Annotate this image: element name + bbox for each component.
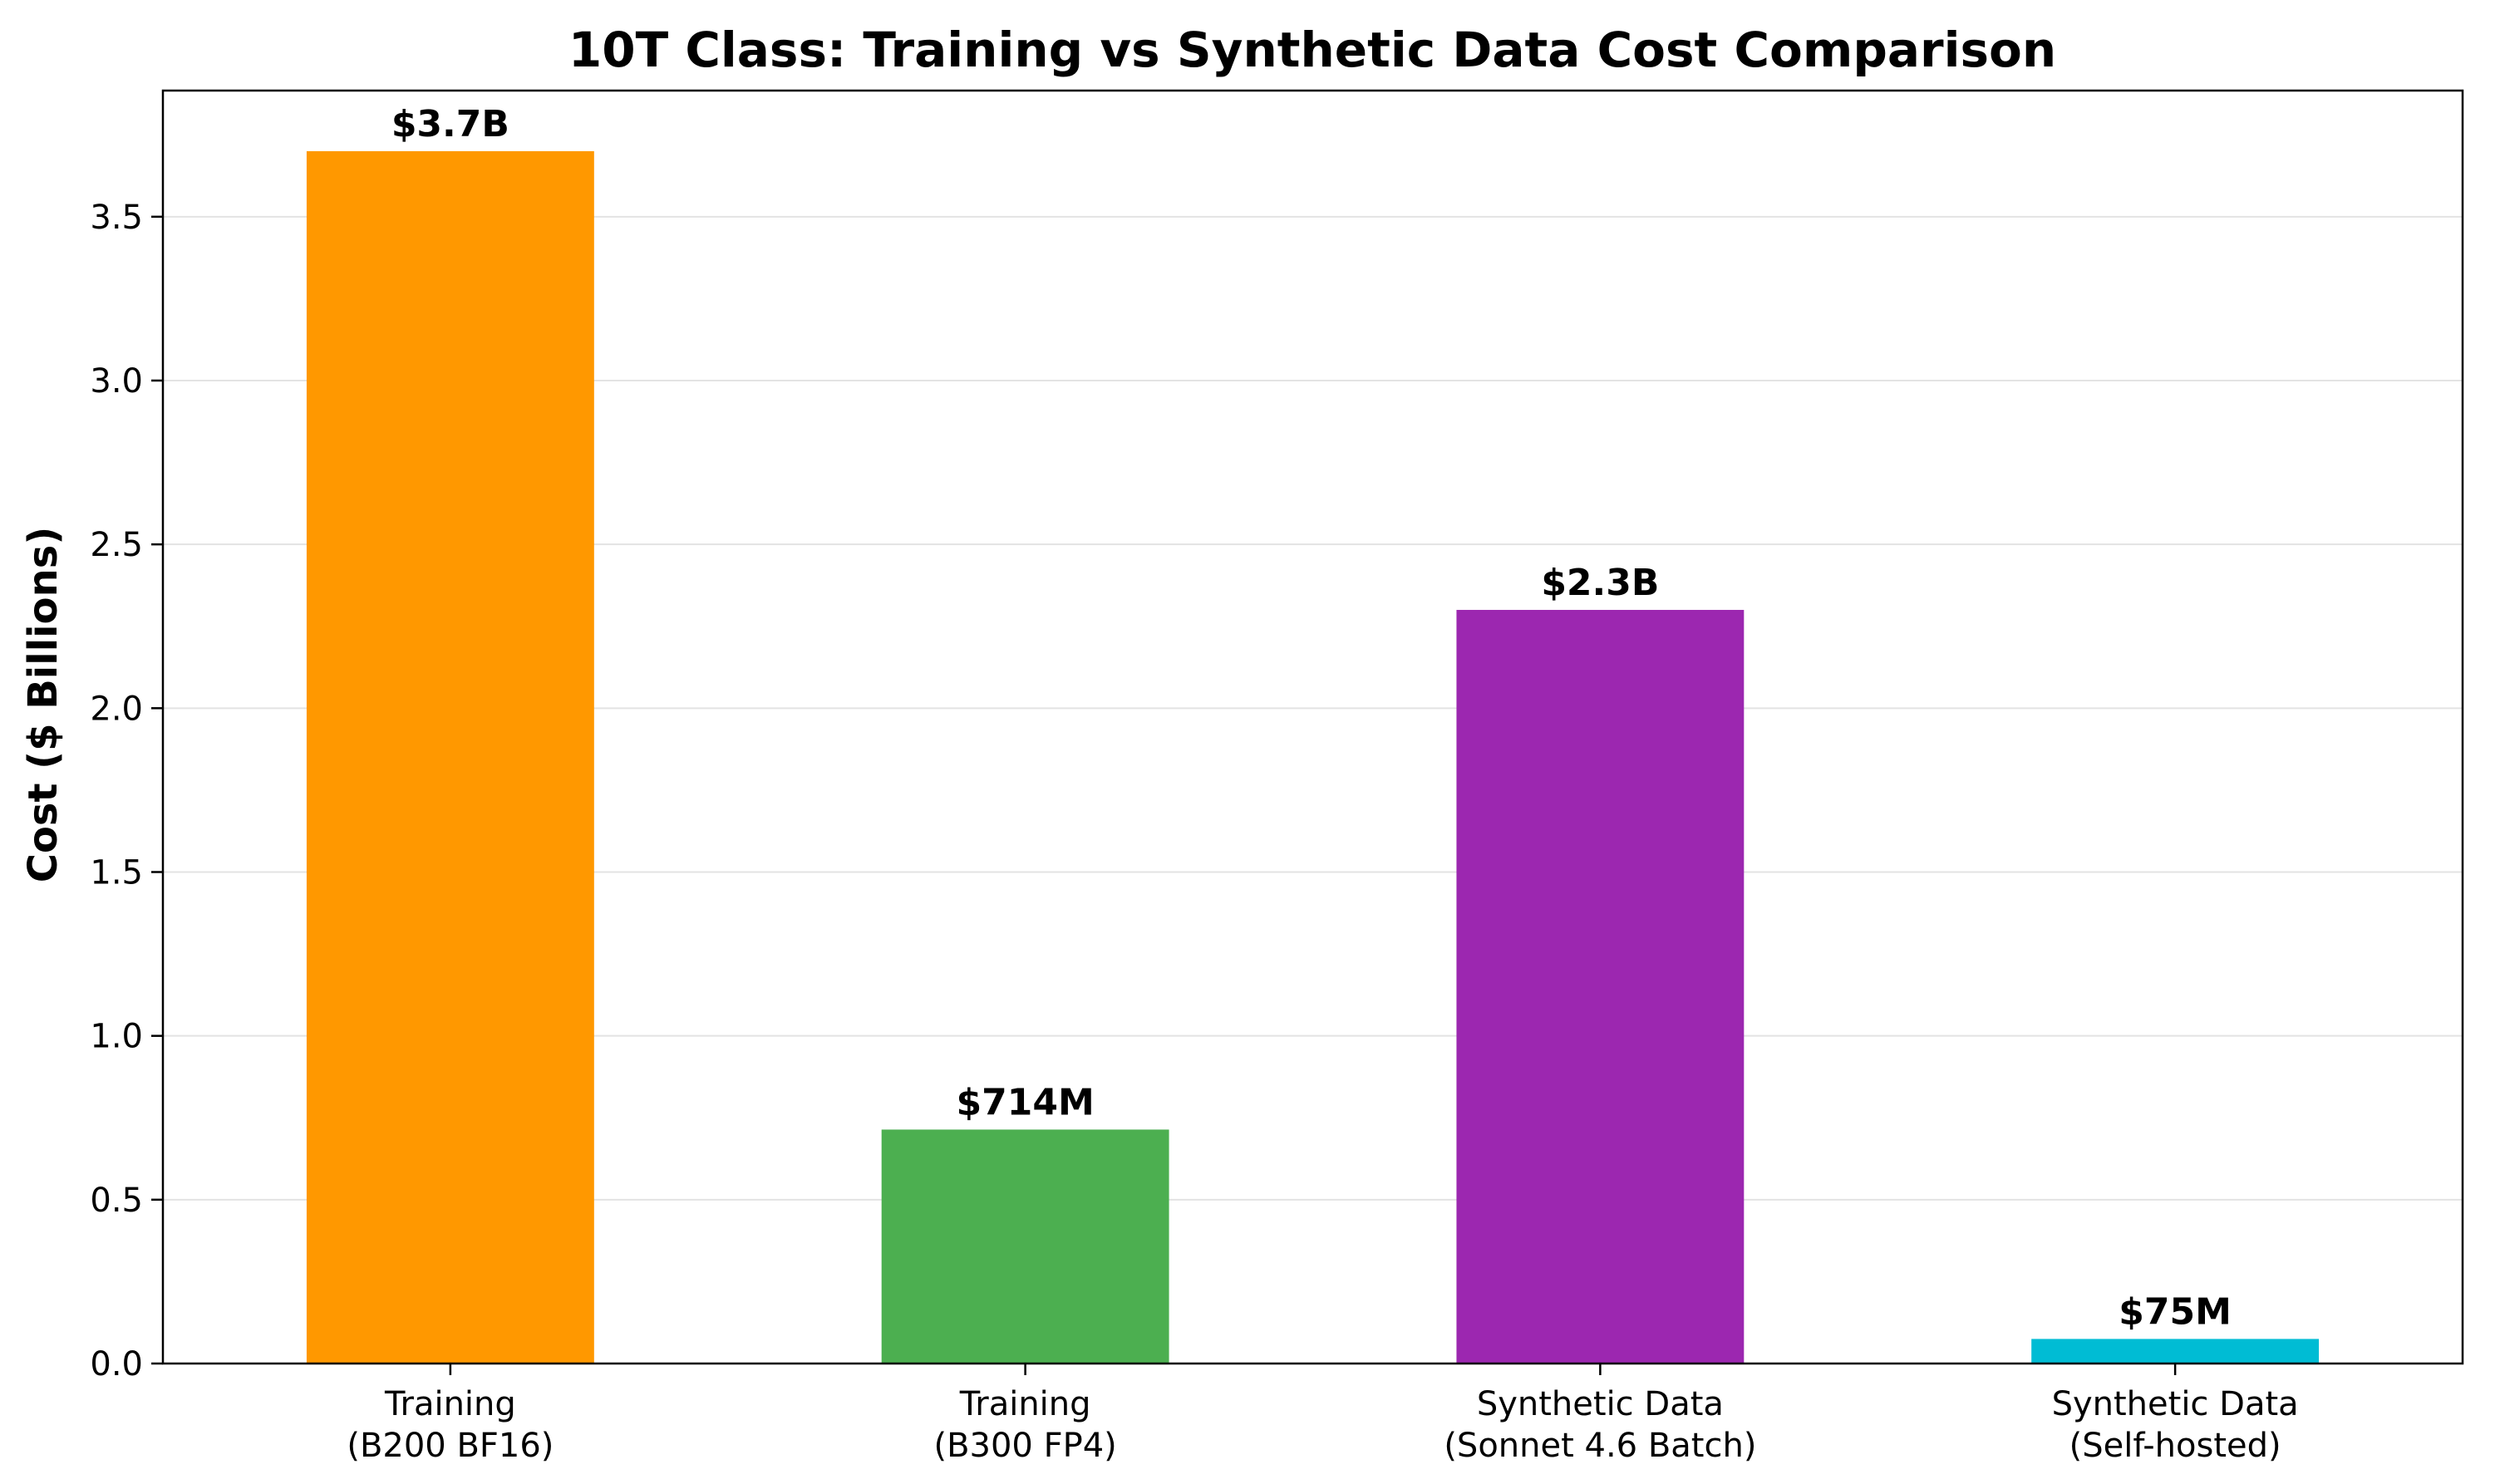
x-tick-label: Synthetic Data <box>1477 1385 1724 1423</box>
bar-value-label: $714M <box>957 1081 1095 1123</box>
bar-value-label: $75M <box>2119 1290 2232 1333</box>
y-tick-label: 2.0 <box>90 690 143 728</box>
x-tick-label: (Self-hosted) <box>2069 1427 2281 1465</box>
x-tick-label: Synthetic Data <box>2052 1385 2299 1423</box>
y-tick-label: 3.5 <box>90 199 143 237</box>
x-tick-label: (B200 BF16) <box>347 1427 554 1465</box>
y-tick-label: 3.0 <box>90 362 143 400</box>
x-tick-label: (Sonnet 4.6 Batch) <box>1444 1427 1756 1465</box>
x-tick-label: (B300 FP4) <box>933 1427 1116 1465</box>
bar <box>2031 1339 2320 1364</box>
x-tick-label: Training <box>959 1385 1091 1423</box>
y-tick-label: 1.5 <box>90 853 143 892</box>
x-axis-ticks: Training (B200 BF16) Training (B300 FP4) Syn… <box>347 1364 2299 1465</box>
bar <box>1456 610 1745 1364</box>
y-axis-ticks: 0.0 0.5 1.0 1.5 2.0 2.5 3.0 3.5 <box>90 199 163 1383</box>
y-axis-label: Cost ($ Billions) <box>20 527 66 883</box>
bar-value-label: $2.3B <box>1541 562 1659 604</box>
bars <box>306 150 2320 1364</box>
y-tick-label: 0.0 <box>90 1345 143 1383</box>
y-tick-label: 0.5 <box>90 1182 143 1220</box>
x-tick-label: Training <box>384 1385 516 1423</box>
plot-frame <box>161 89 2464 1365</box>
chart-title: 10T Class: Training vs Synthetic Data Co… <box>568 22 2056 78</box>
bar <box>306 150 594 1364</box>
bar-value-label: $3.7B <box>391 103 509 145</box>
y-tick-label: 1.0 <box>90 1018 143 1056</box>
y-tick-label: 2.5 <box>90 526 143 564</box>
bar <box>881 1129 1169 1364</box>
value-labels: $3.7B $714M $2.3B $75M <box>391 103 2232 1333</box>
